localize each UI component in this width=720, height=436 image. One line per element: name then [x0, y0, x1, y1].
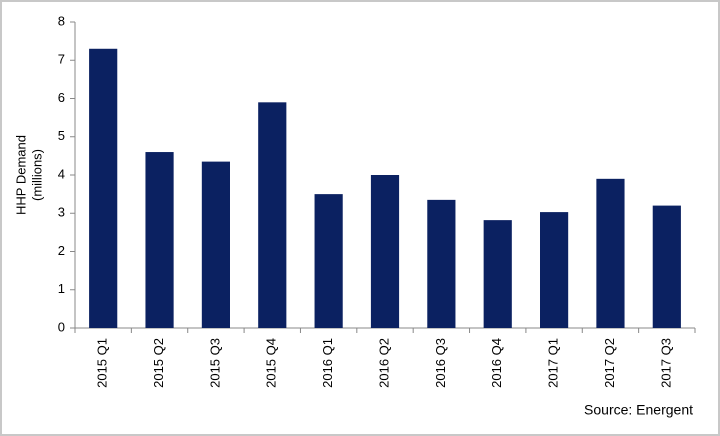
- x-tick-label: 2017 Q3: [658, 338, 673, 388]
- bar: [483, 220, 512, 328]
- x-tick-label: 2015 Q1: [95, 338, 110, 388]
- y-tick-label: 3: [58, 205, 65, 220]
- y-axis-label: (millions): [29, 149, 44, 201]
- bar: [145, 152, 174, 328]
- x-tick-label: 2017 Q2: [602, 338, 617, 388]
- x-tick-label: 2015 Q4: [264, 338, 279, 388]
- bar: [652, 205, 681, 328]
- bar: [370, 175, 400, 328]
- y-tick-label: 0: [58, 319, 65, 334]
- y-tick-label: 8: [58, 13, 65, 28]
- y-tick-label: 1: [58, 281, 65, 296]
- y-axis-label: HHP Demand: [13, 135, 28, 215]
- bar: [596, 178, 625, 328]
- x-tick-label: 2015 Q3: [207, 338, 222, 388]
- x-tick-label: 2016 Q3: [433, 338, 448, 388]
- y-tick-label: 2: [58, 243, 65, 258]
- y-tick-label: 6: [58, 90, 65, 105]
- y-tick-label: 5: [58, 128, 65, 143]
- bar: [314, 194, 343, 328]
- x-tick-label: 2017 Q1: [546, 338, 561, 388]
- y-tick-label: 4: [58, 166, 65, 181]
- x-tick-label: 2016 Q2: [376, 338, 391, 388]
- bar: [201, 161, 230, 328]
- x-tick-label: 2016 Q1: [320, 338, 335, 388]
- x-tick-label: 2015 Q2: [151, 338, 166, 388]
- source-note: Source: Energent: [584, 402, 693, 418]
- y-tick-label: 7: [58, 52, 65, 67]
- bar: [258, 102, 287, 328]
- x-tick-label: 2016 Q4: [489, 338, 504, 388]
- bar: [89, 48, 118, 329]
- bar: [427, 199, 456, 328]
- bar: [540, 212, 569, 328]
